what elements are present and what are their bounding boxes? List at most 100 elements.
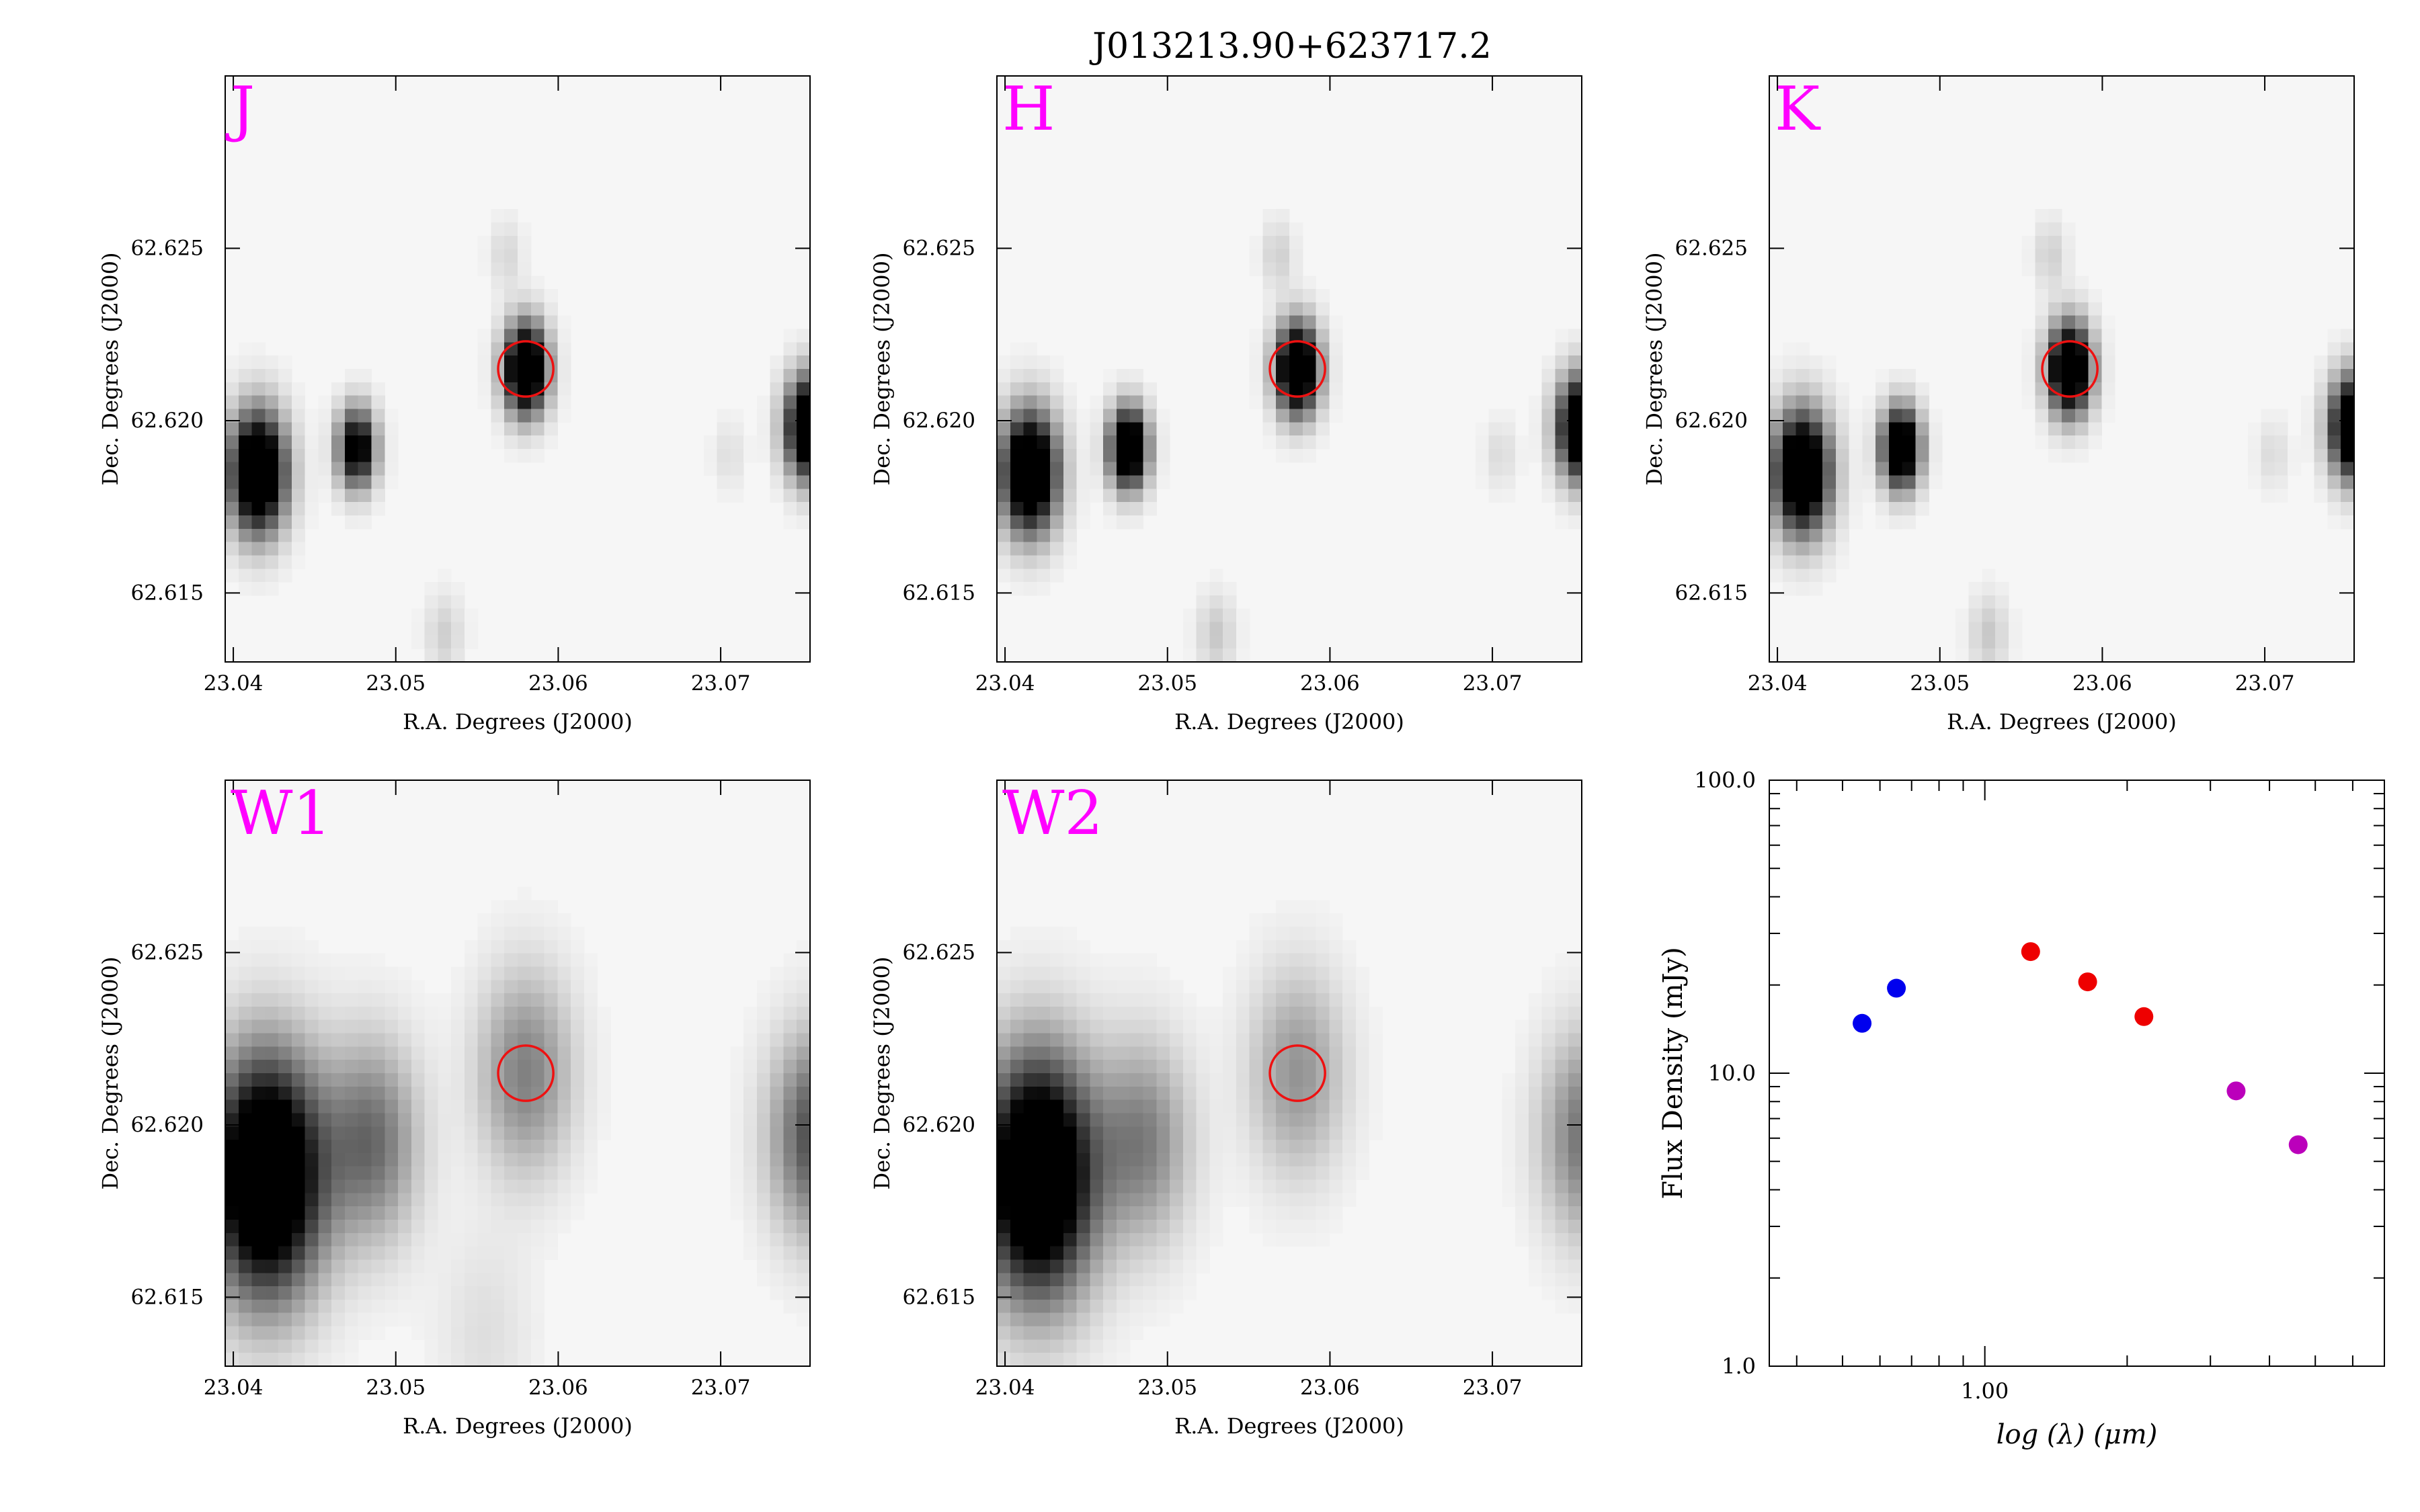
image-pixel [1050,1286,1064,1300]
image-pixel [1103,1206,1117,1220]
y-tick-label: 62.620 [903,409,975,433]
image-pixel [1528,1273,1543,1287]
image-pixel [743,448,758,463]
image-pixel [1555,329,1569,343]
image-pixel [1929,462,1943,476]
y-axis-label: Dec. Degrees (J2000) [869,957,895,1190]
image-pixel [1888,475,1903,489]
image-pixel [1236,1140,1250,1154]
image-pixel [504,1326,518,1340]
image-pixel [571,1046,585,1060]
image-pixel [371,1326,385,1340]
image-panel-k: 23.04 23.05 23.06 23.0762.61562.62062.625KR… [1642,74,2355,734]
image-pixel [398,1046,412,1060]
image-pixel [1156,1220,1170,1234]
image-pixel [424,1273,438,1287]
image-pixel [291,1312,306,1327]
image-pixel [477,329,492,343]
image-pixel [730,1113,744,1127]
image-pixel [1170,1113,1184,1127]
image-pixel [797,1179,811,1193]
image-pixel [2062,448,2076,463]
image-pixel [797,1259,811,1273]
image-pixel [1090,409,1104,423]
image-pixel [411,1220,426,1234]
image-pixel [783,1099,797,1114]
image-pixel [1316,422,1330,436]
image-pixel [1209,1140,1223,1154]
image-pixel [305,1113,319,1127]
image-pixel [1182,1232,1197,1247]
image-pixel [238,502,253,516]
axes-frame [996,780,1582,1367]
image-pixel [318,1353,332,1367]
image-pixel [730,409,744,423]
image-pixel [783,1299,797,1314]
image-pixel [1316,1152,1330,1167]
image-pixel [318,462,332,476]
image-pixel [318,1140,332,1154]
image-pixel [251,462,266,476]
image-pixel [1182,1220,1197,1234]
image-pixel [1090,1232,1104,1247]
image-pixel [371,980,385,994]
image-pixel [1010,1033,1024,1047]
image-pixel [278,1019,292,1034]
image-pixel [477,1006,492,1021]
image-pixel [1262,980,1277,994]
image-pixel [504,913,518,927]
image-pixel [265,1099,279,1114]
image-pixel [438,1086,452,1101]
image-pixel [344,1126,359,1140]
image-pixel [504,448,518,463]
image-pixel [997,422,1011,436]
image-pixel [477,1126,492,1140]
image-pixel [265,993,279,1007]
image-pixel [770,422,784,436]
image-pixel [756,1099,771,1114]
image-pixel [451,595,465,610]
image-pixel [544,329,558,343]
image-pixel [2048,435,2062,450]
image-pixel [1982,569,1996,583]
image-pixel [1076,966,1091,980]
image-pixel [783,342,797,356]
image-pixel [291,1152,306,1167]
image-pixel [1502,1179,1516,1193]
image-pixel [1289,1126,1303,1140]
x-tick-label: 23.06 [528,671,588,696]
image-pixel [265,528,279,543]
image-pixel [1329,939,1343,954]
image-pixel [1876,382,1890,396]
image-pixel [251,1259,266,1273]
image-pixel [504,1019,518,1034]
image-pixel [1329,1193,1343,1207]
image-pixel [1223,1140,1237,1154]
image-pixel [1182,648,1197,663]
image-pixel [491,1339,505,1353]
image-pixel [770,1113,784,1127]
image-pixel [305,502,319,516]
image-pixel [997,953,1011,968]
image-pixel [2035,422,2049,436]
image-pixel [1023,1086,1037,1101]
image-pixel [1010,1140,1024,1154]
image-pixel [1902,409,1917,423]
image-pixel [1143,1232,1157,1247]
image-pixel [1568,1273,1582,1287]
image-pixel [1050,939,1064,954]
axes-frame [225,780,811,1367]
image-pixel [1129,462,1144,476]
image-pixel [2048,369,2062,383]
image-pixel [1995,582,2009,596]
image-pixel [1488,489,1502,503]
image-pixel [770,1099,784,1114]
image-pixel [305,966,319,980]
image-pixel [1076,1299,1091,1314]
image-pixel [1796,515,1810,530]
image-pixel [1822,569,1837,583]
image-pixel [477,953,492,968]
image-pixel [571,1073,585,1087]
image-pixel [571,1086,585,1101]
image-pixel [1103,1273,1117,1287]
